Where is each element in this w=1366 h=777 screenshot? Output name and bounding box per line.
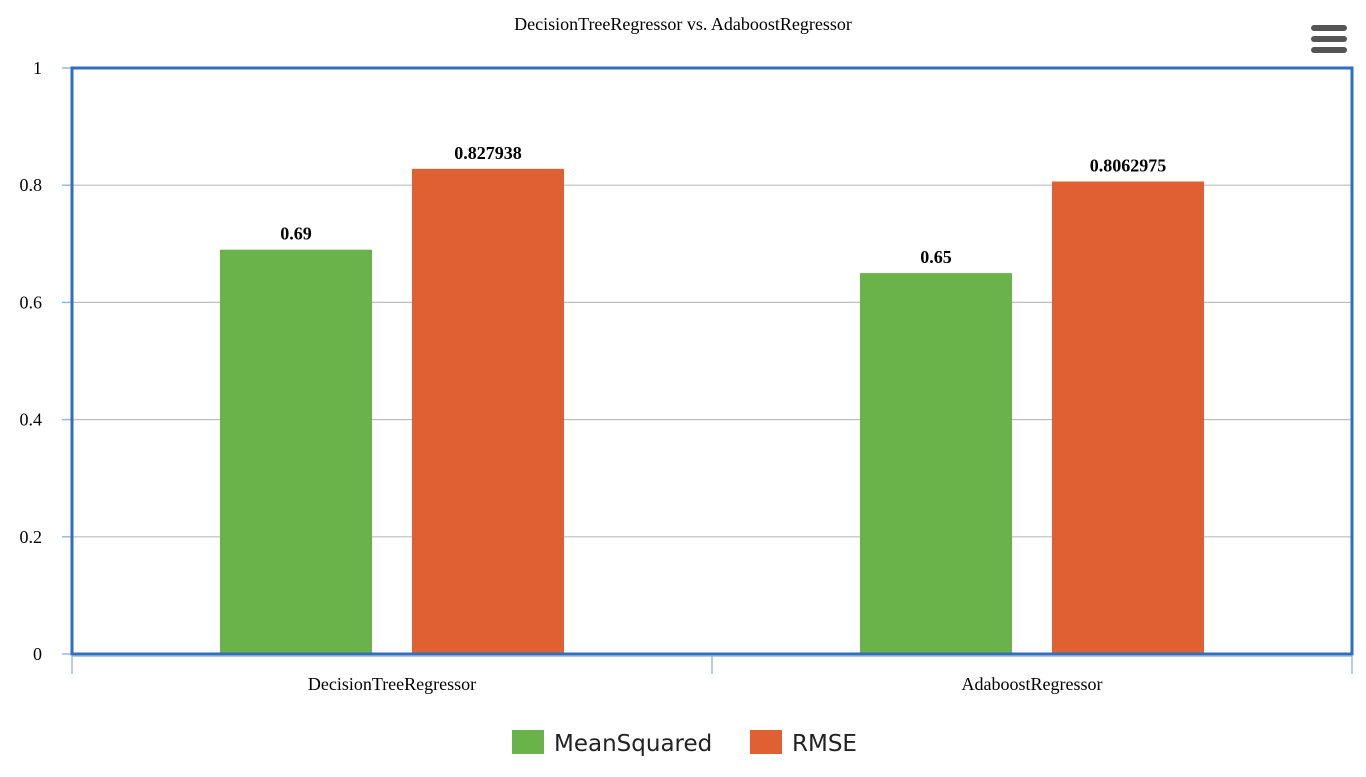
data-label: 0.8062975: [1090, 156, 1167, 176]
data-label: 0.827938: [454, 143, 522, 163]
y-tick-label: 0.4: [20, 410, 43, 430]
legend: MeanSquared RMSE: [512, 730, 857, 757]
bar-rmse-1[interactable]: [1052, 181, 1204, 655]
hamburger-menu-icon[interactable]: [1311, 25, 1347, 53]
y-tick-label: 0.6: [20, 292, 43, 312]
bar-meansquared-0[interactable]: [220, 249, 372, 654]
data-label: 0.69: [280, 224, 312, 244]
data-labels: 0.69 0.827938 0.65 0.8062975: [280, 143, 1166, 267]
y-tick-label: 0.2: [20, 527, 43, 547]
x-axis: [71, 655, 1353, 674]
legend-label: RMSE: [792, 731, 857, 757]
legend-item-rmse[interactable]: RMSE: [750, 730, 857, 757]
bar-meansquared-1[interactable]: [860, 273, 1012, 654]
legend-swatch: [512, 730, 544, 754]
legend-label: MeanSquared: [554, 731, 712, 757]
y-tick-label: 0: [33, 644, 42, 664]
bars: [220, 168, 1204, 655]
legend-item-meansquared[interactable]: MeanSquared: [512, 730, 712, 757]
x-tick-label: DecisionTreeRegressor: [308, 674, 476, 694]
x-tick-label: AdaboostRegressor: [962, 674, 1103, 694]
y-tick-label: 0.8: [20, 175, 43, 195]
data-label: 0.65: [920, 247, 952, 267]
chart-title: DecisionTreeRegressor vs. AdaboostRegres…: [514, 14, 852, 34]
x-axis-tick-labels: DecisionTreeRegressor AdaboostRegressor: [308, 674, 1103, 694]
y-axis-tick-labels: 0 0.2 0.4 0.6 0.8 1: [20, 58, 43, 664]
bar-rmse-0[interactable]: [412, 168, 564, 654]
plot-area-border: [70, 66, 1354, 656]
legend-swatch: [750, 730, 782, 754]
y-tick-label: 1: [33, 58, 42, 78]
